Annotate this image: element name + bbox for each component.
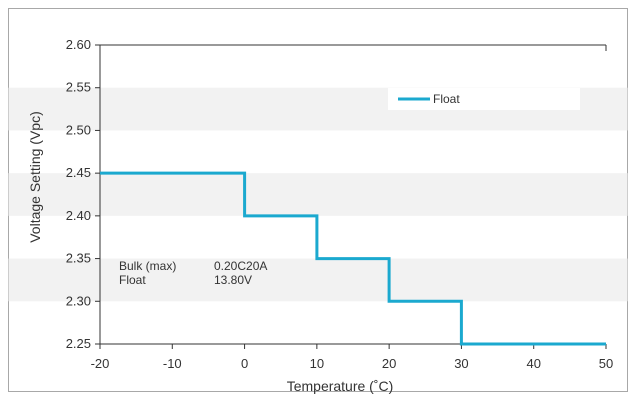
annotation-float-value: 13.80V [214, 273, 252, 287]
annotation-bulk-label: Bulk (max) [119, 259, 176, 273]
y-tick-label-4: 2.40 [66, 208, 91, 223]
y-tick-label-3: 2.45 [66, 165, 91, 180]
y-tick-label-5: 2.35 [66, 251, 91, 266]
y-tick-label-6: 2.30 [66, 293, 91, 308]
y-tick-label-7: 2.25 [66, 336, 91, 351]
background-bands [8, 87, 628, 302]
x-tick-label-6: 40 [526, 356, 540, 371]
x-tick-label-4: 20 [382, 356, 396, 371]
x-axis-title: Temperature (˚C) [287, 378, 394, 394]
x-tick-label-0: -20 [91, 356, 110, 371]
grid-band-1 [8, 173, 628, 216]
grid-band-2 [8, 258, 628, 302]
x-tick-label-1: -10 [163, 356, 182, 371]
annotation: Bulk (max) 0.20C20A Float 13.80V [119, 259, 267, 287]
x-tick-label-7: 50 [599, 356, 613, 371]
x-tick-label-2: 0 [241, 356, 248, 371]
annotation-float-label: Float [119, 273, 146, 287]
legend: Float [388, 88, 580, 110]
x-tick-label-5: 30 [454, 356, 468, 371]
y-tick-label-1: 2.55 [66, 80, 91, 95]
x-tick-label-3: 10 [310, 356, 324, 371]
series-line-float [100, 171, 606, 346]
annotation-bulk-value: 0.20C20A [214, 259, 267, 273]
y-axis-ticks: 2.60 2.55 2.50 2.45 2.40 2.35 2.30 2.25 [66, 37, 100, 351]
y-axis-title: Voltage Setting (Vpc) [27, 111, 43, 243]
series-layer [100, 171, 606, 346]
legend-float-label: Float [433, 92, 460, 106]
y-tick-label-2: 2.50 [66, 122, 91, 137]
x-axis-ticks: -20 -10 0 10 20 30 40 50 [91, 344, 613, 371]
y-tick-label-0: 2.60 [66, 37, 91, 52]
legend-box [388, 88, 580, 110]
